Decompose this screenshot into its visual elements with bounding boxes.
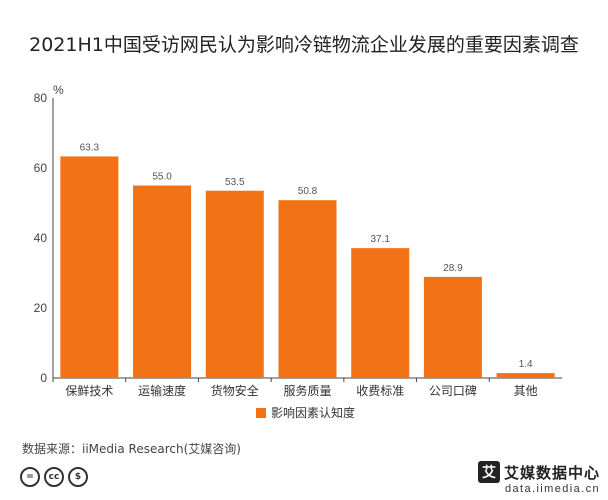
bar-value-label: 1.4 — [519, 359, 533, 370]
x-tick-label: 运输速度 — [138, 383, 186, 398]
y-tick-label: 40 — [34, 231, 48, 245]
x-tick-label: 其他 — [514, 384, 538, 398]
x-tick-label: 货物安全 — [211, 383, 259, 398]
bar-value-label: 53.5 — [225, 177, 245, 188]
creative-commons-icon: cc — [44, 467, 64, 487]
bar — [351, 248, 410, 378]
dollar-icon: $ — [68, 467, 88, 487]
brand-url: data.iimedia.cn — [505, 483, 600, 495]
x-tick-label: 收费标准 — [356, 384, 404, 398]
equal-icon: = — [20, 467, 40, 487]
legend-swatch — [256, 407, 266, 418]
bar — [278, 200, 337, 378]
bar-value-label: 37.1 — [370, 234, 390, 245]
chart-bars: 63.3 55.0 53.5 50.8 37.1 28.9 1.4 — [60, 142, 555, 378]
brand-watermark: 艾 艾媒数据中心 data.iimedia.cn — [477, 461, 600, 495]
bar — [133, 185, 192, 378]
y-tick-label: 80 — [34, 91, 48, 105]
legend-label: 影响因素认知度 — [271, 406, 356, 420]
y-tick-label: 0 — [40, 371, 47, 385]
brand-name: 艾媒数据中心 — [503, 463, 600, 482]
brand-logo-icon: 艾 — [477, 461, 500, 483]
y-tick-label: 60 — [34, 161, 48, 175]
bar — [496, 373, 555, 378]
bar-value-label: 63.3 — [80, 142, 100, 153]
bar-chart: 0 20 40 60 80 保鲜技术 运输速度 货物安全 服务质量 收费标准 公司口碑 其他 63.3… — [34, 83, 562, 398]
bar — [60, 156, 119, 378]
bar-value-label: 55.0 — [152, 172, 172, 183]
bar — [205, 190, 264, 378]
data-source: 数据来源：iiMedia Research(艾媒咨询) — [22, 442, 241, 456]
chart-title: 2021H1中国受访网民认为影响冷链物流企业发展的重要因素调查 — [29, 34, 579, 56]
y-tick-label: 20 — [34, 301, 48, 315]
bar-value-label: 50.8 — [298, 186, 318, 197]
chart-legend: 影响因素认知度 — [256, 404, 355, 421]
bar — [423, 276, 482, 378]
y-axis-unit: % — [53, 83, 64, 97]
license-badges: = cc $ — [20, 467, 88, 487]
x-tick-label: 服务质量 — [283, 383, 331, 398]
x-tick-label: 保鲜技术 — [65, 384, 113, 398]
bar-value-label: 28.9 — [443, 263, 463, 274]
chart-axes: 0 20 40 60 80 保鲜技术 运输速度 货物安全 服务质量 收费标准 公司口碑 其他 — [34, 91, 562, 398]
x-tick-label: 公司口碑 — [429, 383, 477, 398]
